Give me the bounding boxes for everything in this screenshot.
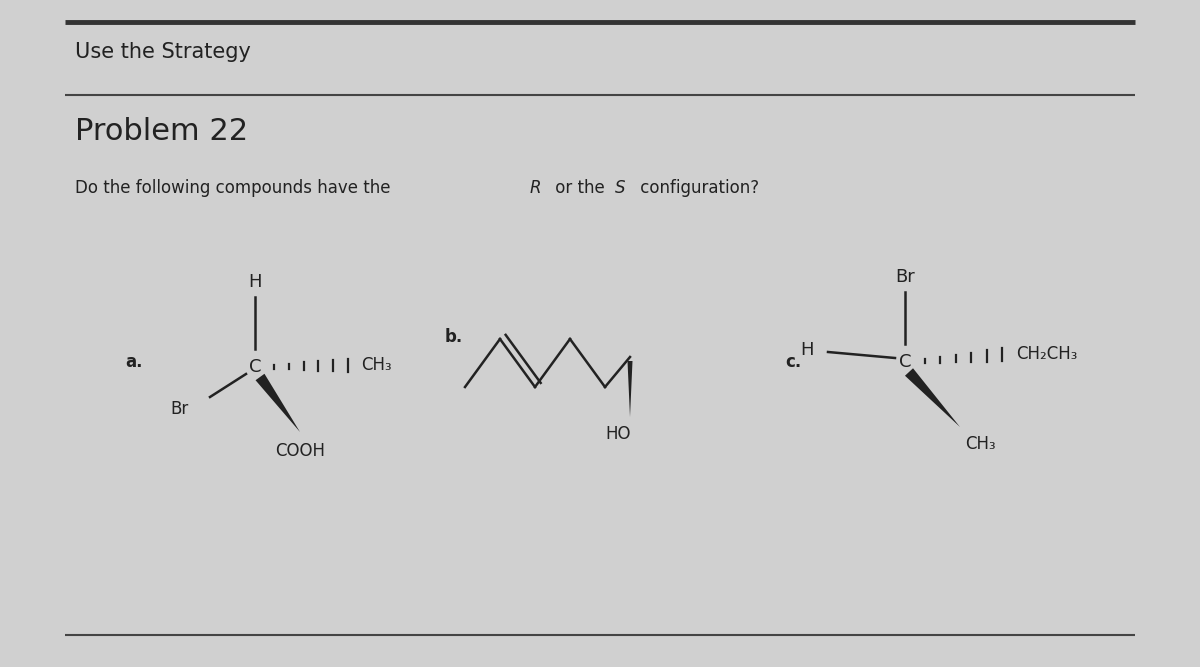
Text: Br: Br [895, 268, 914, 286]
Text: HO: HO [605, 425, 631, 443]
Text: CH₂CH₃: CH₂CH₃ [1016, 345, 1078, 363]
Text: Use the Strategy: Use the Strategy [74, 42, 251, 62]
Text: COOH: COOH [275, 442, 325, 460]
Text: b.: b. [445, 328, 463, 346]
Text: Do the following compounds have the: Do the following compounds have the [74, 179, 396, 197]
Text: Br: Br [170, 400, 188, 418]
Text: CH₃: CH₃ [965, 435, 996, 453]
Text: c.: c. [785, 353, 802, 371]
Text: H: H [800, 341, 814, 359]
Polygon shape [628, 361, 632, 417]
Polygon shape [256, 374, 300, 432]
Text: a.: a. [125, 353, 143, 371]
Text: R: R [530, 179, 541, 197]
Text: CH₃: CH₃ [361, 356, 391, 374]
Text: S: S [616, 179, 625, 197]
Text: C: C [899, 353, 911, 371]
Text: or the: or the [550, 179, 610, 197]
Text: configuration?: configuration? [635, 179, 760, 197]
Text: H: H [248, 273, 262, 291]
Text: Problem 22: Problem 22 [74, 117, 248, 146]
Polygon shape [905, 368, 960, 427]
Text: C: C [248, 358, 262, 376]
